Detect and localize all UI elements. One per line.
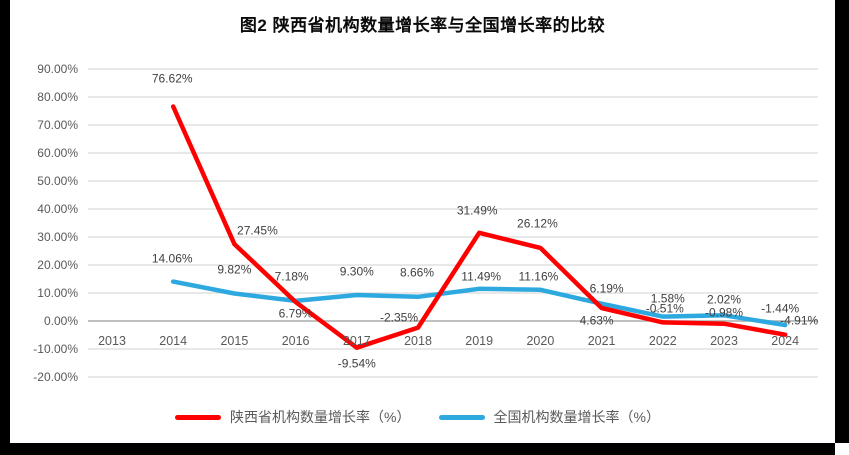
legend-item-shaanxi: 陕西省机构数量增长率（%） bbox=[175, 407, 411, 427]
legend-swatch-national-line bbox=[438, 414, 485, 420]
national-series-line bbox=[170, 279, 788, 328]
legend: 陕西省机构数量增长率（%） 全国机构数量增长率（%） bbox=[0, 405, 835, 429]
chart-title: 图2 陕西省机构数量增长率与全国增长率的比较 bbox=[239, 16, 606, 35]
legend-item-national: 全国机构数量增长率（%） bbox=[438, 407, 660, 427]
screenshot-border-left bbox=[0, 0, 10, 455]
legend-label-national: 全国机构数量增长率（%） bbox=[493, 409, 660, 425]
legend-swatch-shaanxi-line bbox=[175, 414, 222, 420]
screenshot-border-bottom bbox=[0, 443, 835, 455]
legend-label-shaanxi: 陕西省机构数量增长率（%） bbox=[230, 409, 411, 425]
screenshot-border-right bbox=[835, 0, 849, 443]
shaanxi-series-line bbox=[170, 104, 788, 350]
